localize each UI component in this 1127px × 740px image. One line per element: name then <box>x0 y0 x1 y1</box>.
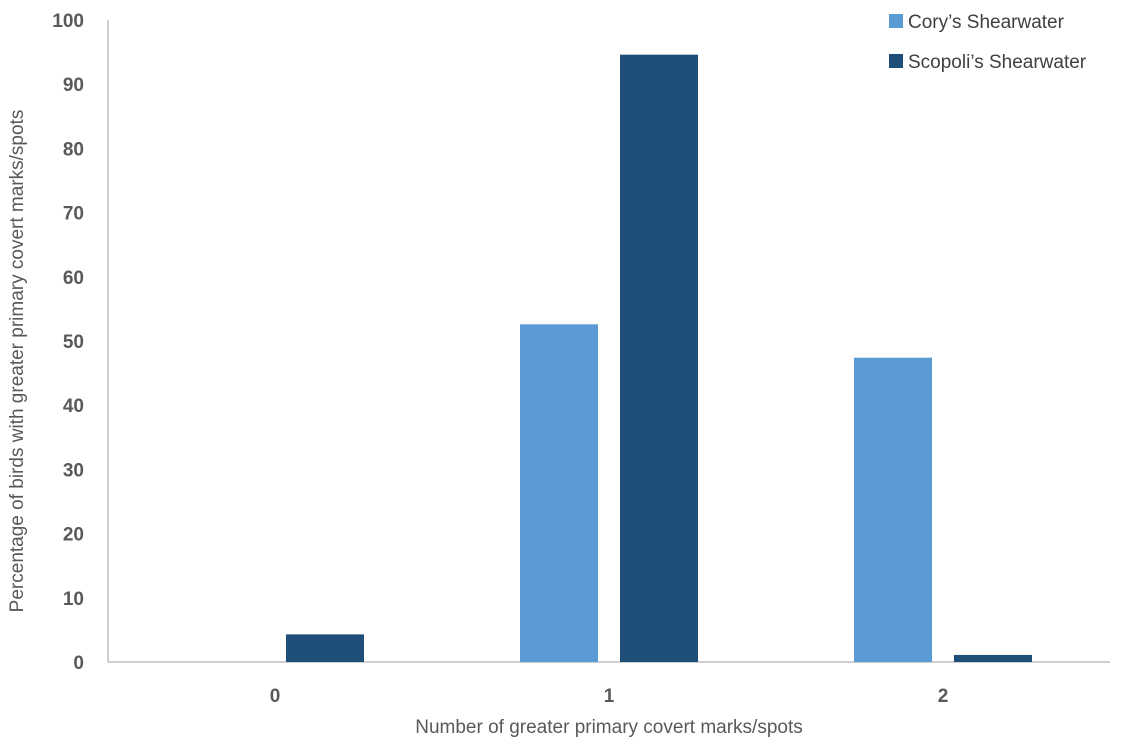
y-tick-label: 80 <box>63 139 84 160</box>
y-tick-label: 30 <box>63 460 84 481</box>
y-tick-label: 100 <box>52 11 84 32</box>
legend: Cory’s Shearwater Scopoli’s Shearwater <box>889 12 1087 73</box>
bar-scopolis-2 <box>954 654 1032 662</box>
y-tick-label: 90 <box>63 75 84 96</box>
x-tick-label: 2 <box>938 686 949 707</box>
bar-corys-1 <box>520 324 598 662</box>
bars <box>286 54 1032 663</box>
bar-corys-2 <box>854 357 932 662</box>
legend-label: Scopoli’s Shearwater <box>908 52 1087 73</box>
x-axis-title: Number of greater primary covert marks/s… <box>415 717 803 738</box>
y-tick-label: 60 <box>63 268 84 289</box>
legend-swatch <box>889 54 903 68</box>
y-tick-label: 50 <box>63 332 84 353</box>
bar-scopolis-1 <box>620 54 698 663</box>
bar-scopolis-0 <box>286 634 364 662</box>
y-tick-label: 20 <box>63 525 84 546</box>
legend-label: Cory’s Shearwater <box>908 12 1065 33</box>
x-tick-label: 1 <box>604 686 615 707</box>
y-tick-labels: 0 10 20 30 40 50 60 70 80 90 100 <box>52 11 84 674</box>
axes <box>107 20 1110 663</box>
y-tick-label: 10 <box>63 589 84 610</box>
x-tick-label: 0 <box>270 686 281 707</box>
x-tick-labels: 0 1 2 <box>270 686 949 707</box>
y-tick-label: 70 <box>63 204 84 225</box>
y-axis-title: Percentage of birds with greater primary… <box>7 110 28 613</box>
y-tick-label: 0 <box>73 653 84 674</box>
y-tick-label: 40 <box>63 396 84 417</box>
legend-swatch <box>889 14 903 28</box>
